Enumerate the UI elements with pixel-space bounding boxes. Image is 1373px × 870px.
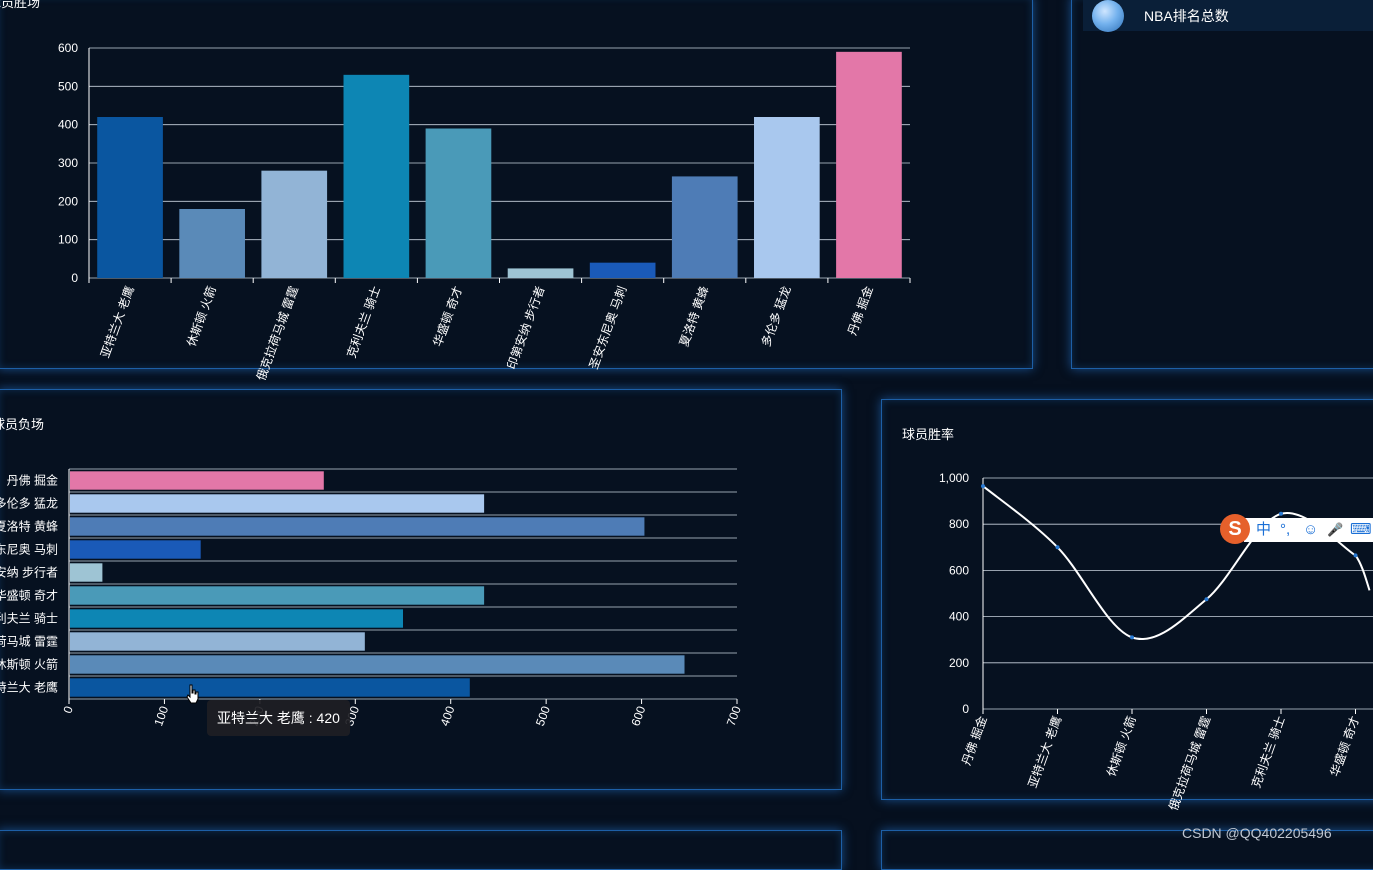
wins-panel: [0, 0, 1033, 369]
ime-microphone-icon[interactable]: 🎤: [1327, 522, 1344, 537]
legend-label[interactable]: NBA排名总数: [1144, 8, 1229, 24]
losses-panel: [0, 389, 842, 790]
ranking-legend: [1083, 0, 1373, 31]
ime-chinese-mode-button[interactable]: 中: [1256, 521, 1272, 538]
winrate-panel-title: 球员胜率: [902, 427, 955, 442]
hand-cursor-icon: [186, 684, 199, 704]
winrate-panel: [881, 399, 1373, 800]
watermark: CSDN @QQ402205496: [1182, 825, 1332, 841]
ime-emoji-icon[interactable]: ☺: [1303, 521, 1319, 538]
bottom-left-panel: [0, 830, 842, 870]
legend-orb-icon[interactable]: [1092, 0, 1124, 32]
ime-toolbar: [1244, 518, 1373, 542]
ranking-panel: [1071, 0, 1373, 369]
losses-panel-title: 球员负场: [0, 417, 45, 432]
ime-punctuation-button[interactable]: °,: [1280, 521, 1291, 538]
ime-keyboard-icon[interactable]: ⌨: [1350, 521, 1372, 538]
chart-tooltip: 亚特兰大 老鹰 : 420: [207, 700, 350, 736]
sogou-logo-icon[interactable]: S: [1220, 514, 1250, 544]
wins-panel-title: 球员胜场: [0, 0, 41, 10]
